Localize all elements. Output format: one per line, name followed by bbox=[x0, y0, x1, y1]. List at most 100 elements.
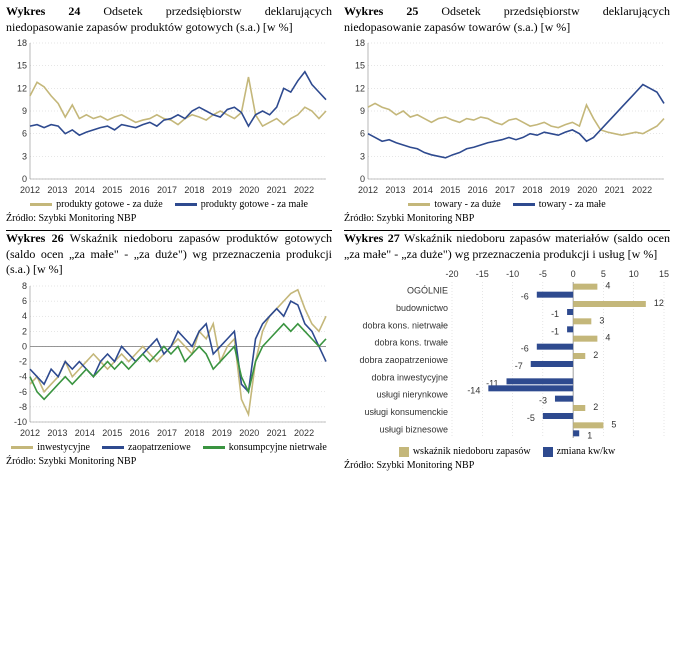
svg-text:2021: 2021 bbox=[267, 428, 287, 438]
svg-text:-6: -6 bbox=[521, 292, 529, 302]
svg-text:15: 15 bbox=[17, 61, 27, 71]
svg-text:-4: -4 bbox=[19, 372, 27, 382]
chart-title: Wykres 24 Odsetek przedsiębiorstw deklar… bbox=[6, 4, 332, 35]
svg-text:-1: -1 bbox=[551, 309, 559, 319]
chart-title: Wykres 26 Wskaźnik niedoboru zapasów pro… bbox=[6, 231, 332, 278]
panel-wykres-25: Wykres 25 Odsetek przedsiębiorstw deklar… bbox=[338, 0, 676, 226]
svg-text:-10: -10 bbox=[506, 269, 519, 279]
svg-text:2013: 2013 bbox=[385, 185, 405, 195]
svg-text:2014: 2014 bbox=[75, 428, 95, 438]
legend-label: zmiana kw/kw bbox=[557, 446, 616, 457]
svg-text:-15: -15 bbox=[476, 269, 489, 279]
svg-text:-6: -6 bbox=[521, 344, 529, 354]
legend: towary - za duże towary - za małe bbox=[344, 197, 670, 212]
legend-label: wskaźnik niedoboru zapasów bbox=[413, 446, 531, 457]
chart-title: Wykres 27 Wskaźnik niedoboru zapasów mat… bbox=[344, 231, 670, 262]
legend-swatch bbox=[513, 203, 535, 206]
svg-text:4: 4 bbox=[605, 281, 610, 291]
legend-label: produkty gotowe - za duże bbox=[56, 199, 163, 210]
svg-text:3: 3 bbox=[22, 152, 27, 162]
svg-text:2019: 2019 bbox=[212, 428, 232, 438]
title-bold: Wykres 27 bbox=[344, 231, 400, 245]
legend-swatch bbox=[11, 446, 33, 449]
legend-swatch bbox=[399, 447, 409, 457]
legend-item: zaopatrzeniowe bbox=[102, 442, 191, 453]
legend-label: konsumpcyjne nietrwałe bbox=[229, 442, 327, 453]
legend-swatch bbox=[102, 446, 124, 449]
source: Źródło: Szybki Monitoring NBP bbox=[344, 212, 670, 224]
svg-text:-1: -1 bbox=[551, 327, 559, 337]
svg-text:2014: 2014 bbox=[75, 185, 95, 195]
svg-text:9: 9 bbox=[360, 106, 365, 116]
svg-text:usługi nierynkowe: usługi nierynkowe bbox=[376, 390, 448, 400]
title-bold: Wykres 25 bbox=[344, 4, 418, 18]
svg-text:dobra kons. nietrwałe: dobra kons. nietrwałe bbox=[362, 321, 448, 331]
svg-text:9: 9 bbox=[22, 106, 27, 116]
svg-text:2018: 2018 bbox=[184, 428, 204, 438]
svg-text:-3: -3 bbox=[539, 396, 547, 406]
svg-text:2015: 2015 bbox=[440, 185, 460, 195]
svg-text:10: 10 bbox=[629, 269, 639, 279]
svg-text:-10: -10 bbox=[14, 417, 27, 427]
svg-text:18: 18 bbox=[355, 38, 365, 48]
svg-text:2020: 2020 bbox=[239, 185, 259, 195]
legend-item: towary - za duże bbox=[408, 199, 500, 210]
svg-text:1: 1 bbox=[587, 431, 592, 441]
source: Źródło: Szybki Monitoring NBP bbox=[344, 459, 670, 471]
svg-text:2: 2 bbox=[593, 402, 598, 412]
svg-text:12: 12 bbox=[17, 84, 27, 94]
legend-swatch bbox=[408, 203, 430, 206]
svg-text:-6: -6 bbox=[19, 387, 27, 397]
svg-text:2: 2 bbox=[22, 326, 27, 336]
svg-text:OGÓLNIE: OGÓLNIE bbox=[407, 286, 448, 296]
line-chart-25: 0369121518201220132014201520162017201820… bbox=[344, 37, 670, 197]
svg-text:2017: 2017 bbox=[495, 185, 515, 195]
svg-text:2013: 2013 bbox=[47, 185, 67, 195]
svg-text:2017: 2017 bbox=[157, 428, 177, 438]
line-chart-24: 0369121518201220132014201520162017201820… bbox=[6, 37, 332, 197]
svg-text:-14: -14 bbox=[467, 386, 480, 396]
svg-text:dobra zaopatrzeniowe: dobra zaopatrzeniowe bbox=[359, 355, 448, 365]
legend-item: konsumpcyjne nietrwałe bbox=[203, 442, 327, 453]
svg-text:-8: -8 bbox=[19, 402, 27, 412]
svg-text:0: 0 bbox=[22, 174, 27, 184]
svg-text:budownictwo: budownictwo bbox=[396, 303, 448, 313]
svg-text:2020: 2020 bbox=[577, 185, 597, 195]
legend-label: towary - za małe bbox=[539, 199, 606, 210]
svg-text:3: 3 bbox=[360, 152, 365, 162]
svg-text:0: 0 bbox=[571, 269, 576, 279]
svg-text:2019: 2019 bbox=[212, 185, 232, 195]
svg-text:2019: 2019 bbox=[550, 185, 570, 195]
svg-text:8: 8 bbox=[22, 281, 27, 291]
svg-text:5: 5 bbox=[611, 420, 616, 430]
legend-item: produkty gotowe - za małe bbox=[175, 199, 308, 210]
svg-text:2021: 2021 bbox=[267, 185, 287, 195]
legend: wskaźnik niedoboru zapasów zmiana kw/kw bbox=[344, 444, 670, 459]
svg-text:12: 12 bbox=[654, 298, 664, 308]
svg-text:2015: 2015 bbox=[102, 428, 122, 438]
svg-text:6: 6 bbox=[22, 129, 27, 139]
legend-label: inwestycyjne bbox=[37, 442, 90, 453]
svg-text:15: 15 bbox=[355, 61, 365, 71]
legend-swatch bbox=[543, 447, 553, 457]
svg-text:2018: 2018 bbox=[522, 185, 542, 195]
chart-grid: Wykres 24 Odsetek przedsiębiorstw deklar… bbox=[0, 0, 676, 473]
svg-text:dobra inwestycyjne: dobra inwestycyjne bbox=[371, 373, 448, 383]
svg-text:2012: 2012 bbox=[20, 428, 40, 438]
legend-swatch bbox=[175, 203, 197, 206]
svg-text:-5: -5 bbox=[527, 413, 535, 423]
svg-text:2022: 2022 bbox=[294, 185, 314, 195]
svg-text:-20: -20 bbox=[445, 269, 458, 279]
svg-text:2020: 2020 bbox=[239, 428, 259, 438]
legend-item: inwestycyjne bbox=[11, 442, 90, 453]
source: Źródło: Szybki Monitoring NBP bbox=[6, 455, 332, 467]
legend-label: towary - za duże bbox=[434, 199, 500, 210]
svg-text:-2: -2 bbox=[19, 357, 27, 367]
svg-text:usługi konsumenckie: usługi konsumenckie bbox=[364, 407, 448, 417]
legend-item: wskaźnik niedoboru zapasów bbox=[399, 446, 531, 457]
svg-text:6: 6 bbox=[22, 296, 27, 306]
svg-text:2: 2 bbox=[593, 350, 598, 360]
legend-item: produkty gotowe - za duże bbox=[30, 199, 163, 210]
svg-text:2014: 2014 bbox=[413, 185, 433, 195]
svg-text:3: 3 bbox=[599, 316, 604, 326]
